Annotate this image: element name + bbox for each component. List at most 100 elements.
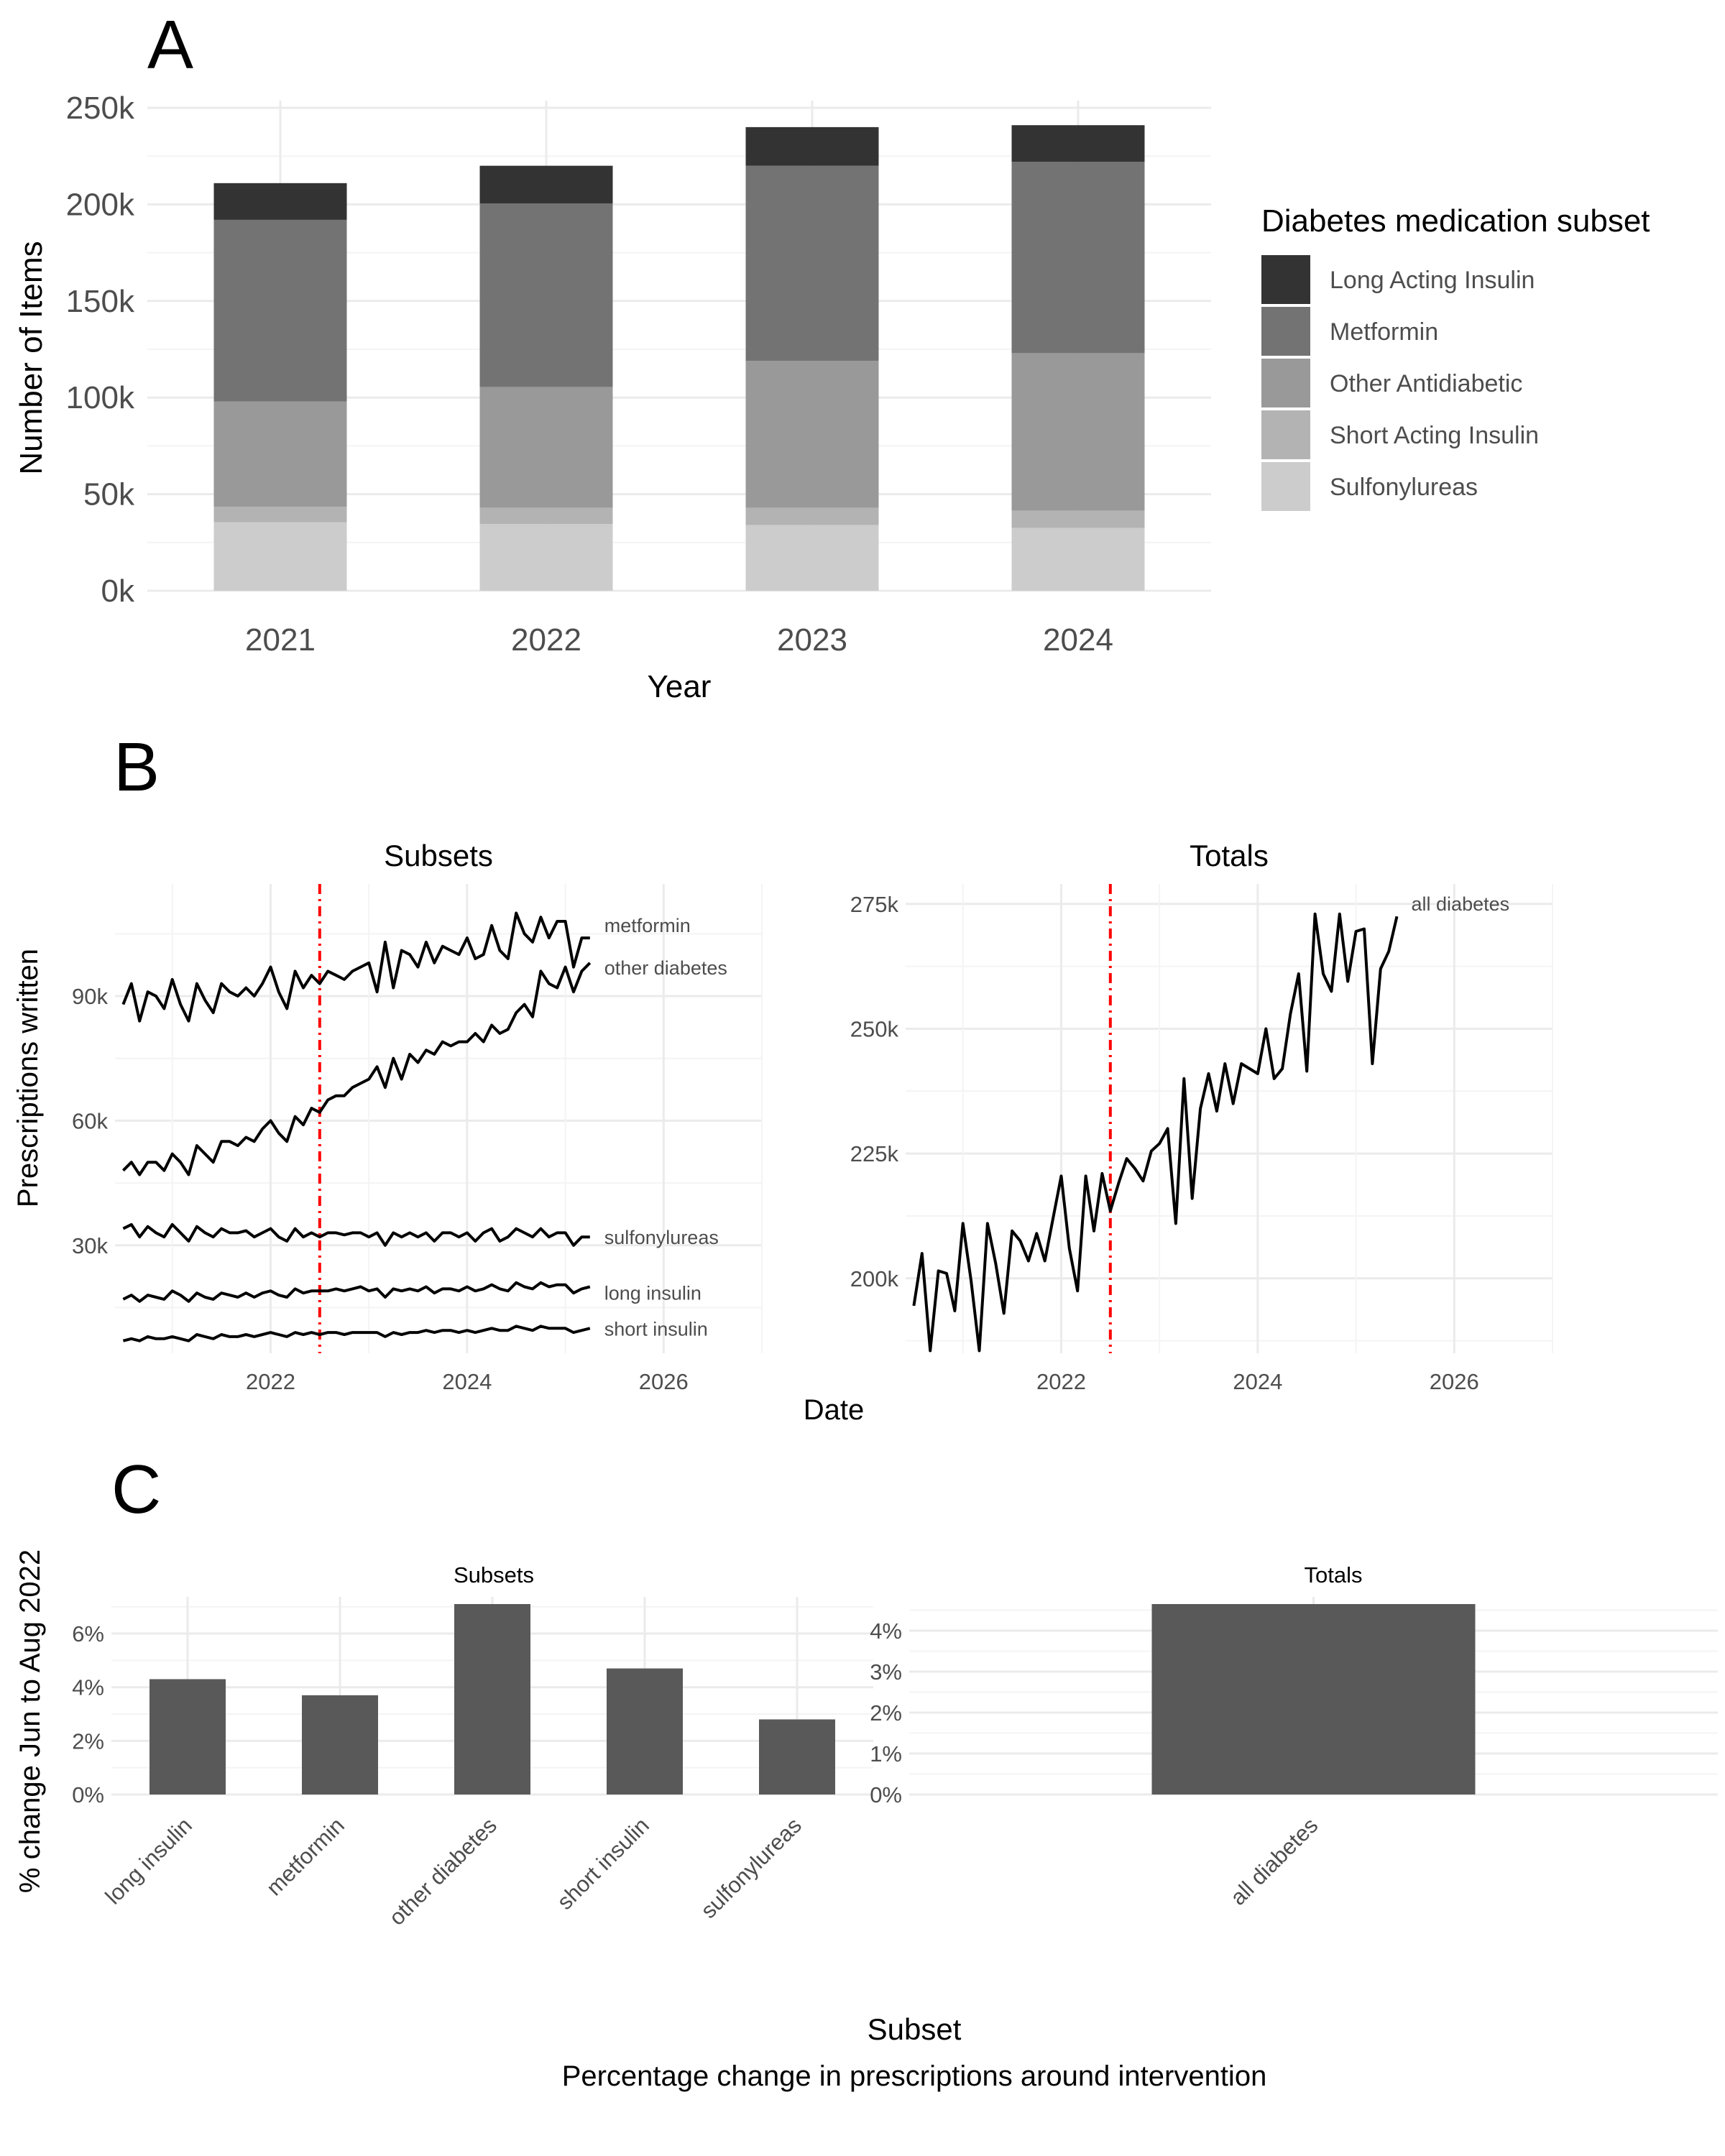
panel-b-totals-ticks: 200k 225k 250k 275k 2022 2024 2026: [850, 892, 1479, 1394]
bar: [454, 1604, 530, 1795]
panel-a-legend: Diabetes medication subset Long Acting I…: [1261, 203, 1650, 511]
bar: [1151, 1604, 1476, 1795]
bar-segment: [213, 183, 347, 220]
x-tick-label: other diabetes: [384, 1812, 502, 1930]
x-tick-label: 2021: [245, 622, 316, 658]
bar-segment: [213, 507, 347, 522]
y-tick-label: 30k: [72, 1233, 108, 1258]
x-tick-label: 2022: [1036, 1369, 1086, 1394]
x-tick-label: 2024: [442, 1369, 492, 1394]
x-tick-label: 2022: [511, 622, 581, 658]
x-tick-label: metformin: [262, 1812, 349, 1900]
panel-c-x-axis-title: Subset: [868, 2012, 962, 2046]
panel-c-totals-bars: [1151, 1604, 1476, 1795]
x-tick-label: long insulin: [101, 1812, 197, 1909]
y-tick-label: 100k: [66, 380, 135, 415]
series-line: [122, 1325, 591, 1342]
y-tick-label: 200k: [66, 187, 135, 222]
x-tick-label: 2024: [1043, 622, 1113, 658]
x-tick-label: 2024: [1233, 1369, 1282, 1394]
panel-b-facet-title-totals: Totals: [1190, 839, 1269, 872]
panel-b-subsets-ticks: 30k 60k 90k 2022 2024 2026: [72, 984, 689, 1394]
panel-a-x-tick-labels: 2021 2022 2023 2024: [245, 622, 1113, 658]
y-tick-label: 4%: [72, 1675, 104, 1700]
panel-b-x-axis-title: Date: [804, 1394, 865, 1426]
legend-swatch: [1261, 410, 1310, 459]
x-tick-label: 2023: [777, 622, 847, 658]
y-tick-label: 6%: [72, 1621, 104, 1646]
bar-segment: [745, 165, 879, 361]
panel-b-totals-lines: all diabetes: [912, 884, 1510, 1353]
bar-segment: [745, 525, 879, 591]
legend-label: Other Antidiabetic: [1330, 370, 1522, 397]
series-line: [122, 1222, 590, 1247]
x-tick-label: short insulin: [552, 1812, 654, 1915]
y-tick-label: 225k: [850, 1141, 899, 1166]
panel-letter-b: B: [114, 729, 160, 806]
panel-c-subsets-bars: [150, 1604, 835, 1795]
series-line: [122, 1281, 591, 1303]
legend-swatch: [1261, 359, 1310, 407]
bar-segment: [1011, 353, 1145, 511]
legend-label: Short Acting Insulin: [1330, 422, 1539, 449]
panel-b-totals-gridlines: [906, 884, 1553, 1353]
series-label: metformin: [604, 915, 691, 936]
series-label: sulfonylureas: [604, 1227, 719, 1248]
bar-segment: [1011, 510, 1145, 528]
panel-b-facet-title-subsets: Subsets: [384, 839, 493, 872]
bar-segment: [479, 507, 613, 525]
legend-label: Metformin: [1330, 318, 1438, 346]
x-tick-label: sulfonylureas: [696, 1812, 806, 1923]
panel-letter-a: A: [147, 6, 193, 83]
panel-a-x-axis-title: Year: [648, 669, 712, 704]
y-tick-label: 3%: [870, 1659, 902, 1685]
panel-b-subsets-gridlines: [115, 884, 763, 1353]
y-tick-label: 250k: [850, 1016, 899, 1041]
y-tick-label: 2%: [870, 1700, 902, 1726]
bar-segment: [745, 361, 879, 508]
legend-label: Long Acting Insulin: [1330, 267, 1535, 294]
panel-letter-c: C: [111, 1451, 161, 1528]
x-tick-label: all diabetes: [1225, 1812, 1323, 1910]
bar-segment: [479, 387, 613, 508]
legend-label: Sulfonylureas: [1330, 474, 1478, 501]
bar-segment: [745, 126, 879, 166]
series-label: long insulin: [604, 1283, 702, 1304]
y-tick-label: 250k: [66, 91, 135, 126]
y-tick-label: 1%: [870, 1741, 902, 1766]
y-tick-label: 0%: [870, 1782, 902, 1807]
y-tick-label: 0k: [101, 573, 135, 609]
y-tick-label: 2%: [72, 1728, 104, 1754]
y-tick-label: 4%: [870, 1618, 902, 1644]
panel-c-facet-title-subsets: Subsets: [454, 1562, 534, 1588]
bar-segment: [479, 524, 613, 591]
y-tick-label: 200k: [850, 1266, 899, 1291]
series-line: [121, 911, 590, 1023]
legend-title: Diabetes medication subset: [1261, 203, 1650, 239]
panel-c-facet-title-totals: Totals: [1305, 1562, 1363, 1588]
bar-segment: [479, 203, 613, 387]
panel-c-caption: Percentage change in prescriptions aroun…: [562, 2060, 1267, 2092]
x-tick-label: 2026: [639, 1369, 689, 1394]
bar-segment: [1011, 528, 1145, 591]
panel-a-y-tick-labels: 0k 50k 100k 150k 200k 250k: [66, 91, 135, 609]
bar: [607, 1668, 683, 1795]
y-tick-label: 0%: [72, 1782, 104, 1807]
series-line: [121, 962, 592, 1176]
legend-swatch: [1261, 255, 1310, 304]
bar: [150, 1679, 226, 1795]
series-label: all diabetes: [1412, 893, 1510, 915]
bar: [302, 1695, 378, 1795]
panel-a-stacked-bars: [213, 125, 1145, 591]
series-line: [912, 912, 1399, 1353]
panel-b-subsets-lines: metformin other diabetes sulfonylureas long…: [121, 884, 727, 1353]
bar: [759, 1719, 835, 1795]
bar-segment: [213, 522, 347, 591]
y-tick-label: 50k: [83, 477, 135, 512]
series-label: other diabetes: [604, 957, 727, 979]
y-tick-label: 150k: [66, 284, 135, 319]
bar-segment: [213, 401, 347, 507]
panel-c-y-axis-title: % change Jun to Aug 2022: [14, 1549, 46, 1893]
y-tick-label: 275k: [850, 892, 899, 917]
